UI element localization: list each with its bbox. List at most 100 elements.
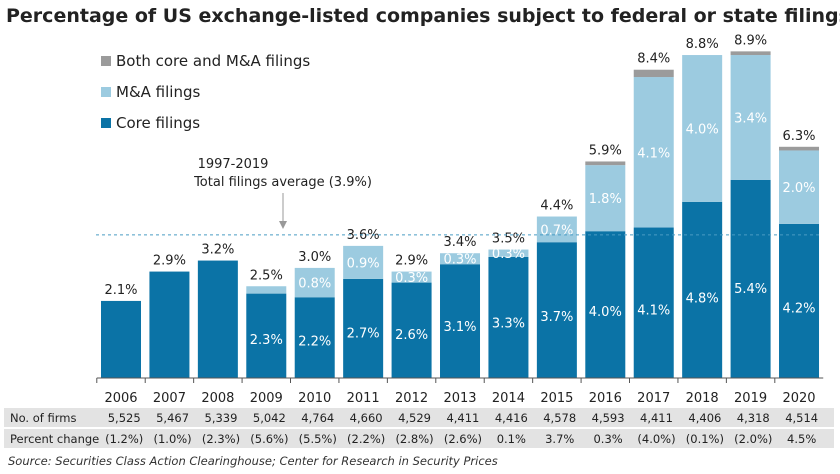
bar-core-filings-2010 [294,297,335,378]
table-cell: 5,525 [107,410,141,425]
bar-both-core-and-m-a-filings-2017 [633,69,674,78]
segment-label: 0.7% [540,223,573,238]
bar-core-filings-2016 [585,231,626,378]
table-cell: (2.2%) [347,431,386,446]
x-tick-label: 2008 [201,391,234,405]
table-cell: 5,042 [252,410,286,425]
table-cell: 4,416 [494,410,528,425]
segment-label: 2.2% [298,335,331,350]
row-firms: No. of firms 5,525 5,467 5,339 5,042 4,764 4,6… [4,408,834,427]
table-cell: 3.7% [545,431,575,446]
table-cell: (2.6%) [443,431,483,446]
chart-title: Percentage of US exchange-listed compani… [6,5,840,27]
table-cell: 4.5% [787,431,817,446]
total-label: 3.0% [298,250,331,265]
table-cell: 4,318 [736,410,770,425]
total-label: 2.9% [395,254,428,269]
x-tick-label: 2018 [686,391,719,405]
total-label: 3.4% [443,235,476,250]
bar-core-filings-2012 [391,282,432,378]
bar-core-filings-2017 [633,227,674,378]
bar-m-a-filings-2011 [343,245,384,279]
table-cell: 5,467 [156,410,190,425]
segment-label: 0.3% [395,271,428,286]
bar-core-filings-2019 [730,179,771,378]
row-percent-change: Percent change (1.2%) (1.0%) (2.3%) (5.6%) (5… [4,429,834,448]
bar-core-filings-2020 [779,223,820,378]
table-cell: (2.3%) [201,431,241,446]
x-tick-label: 2017 [637,391,670,405]
total-label: 8.4% [637,52,670,67]
total-label: 3.6% [347,228,380,243]
x-tick-label: 2006 [104,391,137,405]
x-tick-label: 2012 [395,391,428,405]
x-tick-label: 2007 [153,391,186,405]
segment-label: 4.2% [783,302,816,317]
x-tick-label: 2013 [443,391,476,405]
bar-core-filings-2007 [149,271,190,378]
bar-core-filings-2018 [682,201,723,378]
bar-m-a-filings-2018 [682,55,723,202]
segment-label: 4.1% [637,146,670,161]
table-cell: (1.0%) [153,431,192,446]
bar-core-filings-2008 [197,260,238,378]
arrow-down-icon [279,221,287,229]
legend-label: Core filings [116,114,200,132]
segment-label: 1.8% [589,192,622,207]
x-tick-label: 2009 [250,391,283,405]
stacked-bar-chart: Percentage of US exchange-listed compani… [6,5,840,405]
table-cell: (5.5%) [298,431,337,446]
table-cell: 4,764 [301,410,335,425]
x-tick-label: 2014 [492,391,525,405]
segment-label: 0.8% [298,277,331,292]
bar-m-a-filings-2019 [730,55,771,180]
segment-label: 5.4% [734,282,767,297]
legend-label: M&A filings [116,83,200,101]
average-label-line1: 1997-2019 [198,157,269,172]
x-tick-label: 2020 [782,391,815,405]
bar-both-core-and-m-a-filings-2016 [585,161,626,166]
segment-label: 2.7% [347,326,380,341]
table-cell: 4,406 [688,410,722,425]
bar-m-a-filings-2015 [536,216,577,243]
total-label: 5.9% [589,143,622,158]
bar-core-filings-2013 [440,264,481,378]
bar-m-a-filings-2016 [585,165,626,232]
total-label: 2.1% [104,283,137,298]
bar-m-a-filings-2017 [633,77,674,228]
table-cell: (0.1%) [685,431,724,446]
total-label: 3.2% [201,243,234,258]
bar-core-filings-2006 [101,300,141,378]
table-cell: 4,411 [446,410,480,425]
table-cell: 5,339 [204,410,238,425]
x-tick-label: 2010 [298,391,331,405]
row-label: Percent change [10,431,100,446]
segment-label: 4.8% [686,292,719,307]
bar-core-filings-2009 [246,293,287,378]
row-label: No. of firms [10,410,77,425]
table-cell: 4,529 [398,410,431,425]
table-cell: 4,578 [543,410,577,425]
total-label: 2.5% [250,268,283,283]
table-cell: 4,411 [640,410,673,425]
total-label: 3.5% [492,232,525,247]
total-label: 6.3% [783,129,816,144]
x-tick-label: 2016 [589,391,622,405]
x-tick-label: 2019 [734,391,767,405]
segment-label: 4.1% [637,303,670,318]
table-cell: (2.8%) [395,431,434,446]
bar-m-a-filings-2009 [246,286,287,294]
bar-m-a-filings-2020 [779,150,820,224]
bar-both-core-and-m-a-filings-2019 [730,51,771,56]
table-cell: 4,660 [349,410,383,425]
bar-m-a-filings-2014 [488,249,529,257]
source-note: Source: Securities Class Action Clearing… [8,454,498,468]
total-label: 4.4% [540,199,573,214]
bar-core-filings-2011 [343,278,384,378]
x-tick-label: 2015 [540,391,573,405]
table-cell: (5.6%) [250,431,289,446]
segment-label: 0.3% [492,247,525,262]
table-cell: 0.1% [496,431,526,446]
x-tick-label: 2011 [347,391,380,405]
table-cell: 4,593 [591,410,625,425]
